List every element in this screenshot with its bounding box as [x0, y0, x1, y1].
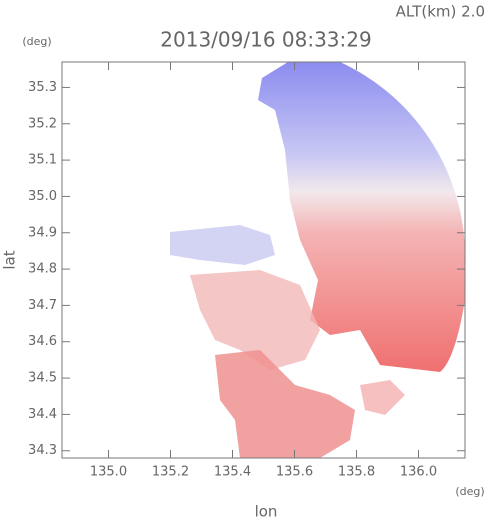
x-unit: (deg)	[455, 485, 484, 498]
x-tick-label: 135.6	[276, 465, 313, 480]
x-tick-label: 135.0	[90, 465, 127, 480]
plot-frame	[61, 61, 466, 459]
y-tick-label: 35.2	[28, 116, 57, 131]
y-tick-label: 34.5	[28, 371, 57, 386]
y-tick-label: 34.8	[28, 262, 57, 277]
x-axis-label: lon	[255, 503, 278, 521]
y-tick-label: 35.1	[28, 153, 57, 168]
chart-title: 2013/09/16 08:33:29	[160, 28, 371, 52]
radar-echo	[215, 350, 355, 458]
y-tick-label: 35.3	[28, 80, 57, 95]
radar-field	[170, 62, 465, 458]
radar-echo	[360, 380, 405, 415]
altitude-label: ALT(km) 2.0	[396, 3, 485, 21]
radar-echo	[258, 62, 465, 372]
y-tick-label: 34.9	[28, 225, 57, 240]
x-tick-label: 136.0	[400, 465, 437, 480]
y-tick-label: 34.7	[28, 298, 57, 313]
radar-echo	[190, 270, 320, 370]
y-tick-label: 34.4	[28, 407, 57, 422]
radar-echo	[170, 225, 275, 265]
y-tick-label: 35.0	[28, 189, 57, 204]
y-unit: (deg)	[22, 35, 51, 48]
x-tick-label: 135.8	[338, 465, 375, 480]
x-tick-label: 135.4	[214, 465, 251, 480]
y-tick-label: 34.6	[28, 334, 57, 349]
y-axis-label: lat	[1, 250, 19, 269]
y-tick-label: 34.3	[28, 443, 57, 458]
x-tick-label: 135.2	[152, 465, 189, 480]
